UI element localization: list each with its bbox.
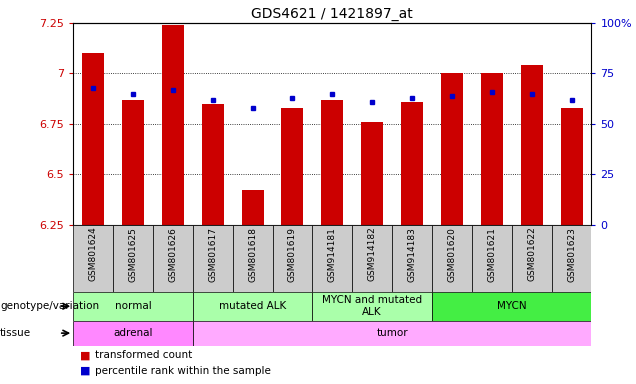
FancyBboxPatch shape xyxy=(153,225,193,292)
Bar xyxy=(282,108,303,225)
Text: tissue: tissue xyxy=(0,328,31,338)
Text: ■: ■ xyxy=(80,350,90,360)
Text: GSM914181: GSM914181 xyxy=(328,227,337,281)
Bar xyxy=(162,25,184,225)
Text: transformed count: transformed count xyxy=(95,350,193,360)
FancyBboxPatch shape xyxy=(73,225,113,292)
Text: GSM914182: GSM914182 xyxy=(368,227,377,281)
Text: GSM801621: GSM801621 xyxy=(487,227,496,281)
Bar xyxy=(481,73,503,225)
FancyBboxPatch shape xyxy=(193,321,591,346)
Text: GSM801617: GSM801617 xyxy=(208,227,217,281)
FancyBboxPatch shape xyxy=(113,225,153,292)
FancyBboxPatch shape xyxy=(392,225,432,292)
Text: GSM801622: GSM801622 xyxy=(527,227,536,281)
FancyBboxPatch shape xyxy=(432,292,591,321)
Text: MYCN: MYCN xyxy=(497,301,527,311)
Bar xyxy=(401,102,423,225)
Text: GSM801623: GSM801623 xyxy=(567,227,576,281)
Bar xyxy=(202,104,224,225)
Text: ■: ■ xyxy=(80,366,90,376)
Bar xyxy=(242,190,263,225)
Text: tumor: tumor xyxy=(377,328,408,338)
FancyBboxPatch shape xyxy=(472,225,512,292)
FancyBboxPatch shape xyxy=(272,225,312,292)
Text: MYCN and mutated
ALK: MYCN and mutated ALK xyxy=(322,295,422,317)
FancyBboxPatch shape xyxy=(352,225,392,292)
Text: GSM801624: GSM801624 xyxy=(88,227,97,281)
Text: percentile rank within the sample: percentile rank within the sample xyxy=(95,366,272,376)
Text: genotype/variation: genotype/variation xyxy=(0,301,99,311)
Text: GSM801626: GSM801626 xyxy=(169,227,177,281)
Text: GSM801619: GSM801619 xyxy=(288,227,297,281)
FancyBboxPatch shape xyxy=(233,225,272,292)
FancyBboxPatch shape xyxy=(73,292,193,321)
Text: mutated ALK: mutated ALK xyxy=(219,301,286,311)
Bar xyxy=(441,73,463,225)
Bar xyxy=(122,100,144,225)
Text: GSM914183: GSM914183 xyxy=(408,227,417,281)
FancyBboxPatch shape xyxy=(73,321,193,346)
FancyBboxPatch shape xyxy=(312,292,432,321)
Text: normal: normal xyxy=(114,301,151,311)
Text: adrenal: adrenal xyxy=(113,328,153,338)
FancyBboxPatch shape xyxy=(512,225,551,292)
Bar xyxy=(521,65,543,225)
Text: GSM801625: GSM801625 xyxy=(128,227,137,281)
FancyBboxPatch shape xyxy=(193,292,312,321)
Bar xyxy=(321,100,343,225)
FancyBboxPatch shape xyxy=(432,225,472,292)
Title: GDS4621 / 1421897_at: GDS4621 / 1421897_at xyxy=(251,7,413,21)
Text: GSM801618: GSM801618 xyxy=(248,227,257,281)
FancyBboxPatch shape xyxy=(551,225,591,292)
Bar xyxy=(361,122,383,225)
Bar xyxy=(560,108,583,225)
FancyBboxPatch shape xyxy=(312,225,352,292)
Text: GSM801620: GSM801620 xyxy=(448,227,457,281)
FancyBboxPatch shape xyxy=(193,225,233,292)
Bar xyxy=(82,53,104,225)
